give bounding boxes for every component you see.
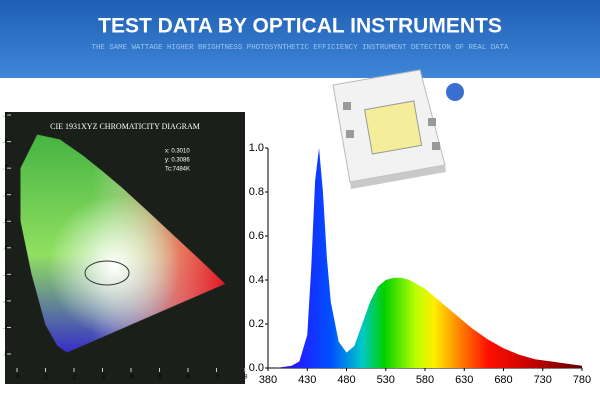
x-tick-label: 430 [298, 374, 316, 386]
y-tick-label: 0.4 [249, 274, 264, 286]
cie-y-tick-label: .9 [3, 113, 9, 119]
y-tick-label: 0.0 [249, 362, 264, 374]
cie-y-tick-label: .5 [3, 219, 9, 225]
cie-y-tick-label: .7 [3, 166, 9, 172]
cie-axes: x: 0.3010 y: 0.3086 Tc:7484K .0 .1 .2 .3 .4 .5 .6… [3, 113, 248, 381]
cie-title: CIE 1931XYZ CHROMATICITY DIAGRAM [50, 122, 200, 131]
cie-x-tick-label: .7 [214, 375, 220, 381]
x-tick-label: 530 [377, 374, 395, 386]
cie-reading: y: 0.3086 [165, 158, 190, 164]
cie-y-tick-label: .2 [3, 298, 9, 304]
x-tick-label: 730 [534, 374, 552, 386]
cie-reading: Tc:7484K [165, 167, 190, 173]
title: TEST DATA BY OPTICAL INSTRUMENTS [98, 15, 502, 38]
cie-x-tick-label: .8 [242, 375, 248, 381]
cie-y-tick-label: .4 [3, 245, 9, 251]
cie-x-tick-label: .3 [100, 375, 106, 381]
subtitle: THE SAME WATTAGE HIGHER BRIGHTNESS PHOTO… [92, 44, 509, 52]
x-tick-label: 480 [337, 374, 355, 386]
cie-reading: x: 0.3010 [165, 149, 190, 155]
cie-y-tick-label: .1 [3, 325, 9, 331]
y-tick-label: 0.6 [249, 230, 264, 242]
cie-x-tick-label: .2 [71, 375, 77, 381]
spectral-locus [19, 133, 227, 354]
y-tick-label: 0.2 [249, 318, 264, 330]
x-tick-label: 680 [494, 374, 512, 386]
cie-x-tick-label: .6 [185, 375, 191, 381]
planckian-ellipse [84, 260, 130, 286]
x-tick-label: 630 [455, 374, 473, 386]
led-module [332, 69, 464, 189]
y-tick-label: 1.0 [249, 142, 264, 154]
x-tick-label: 580 [416, 374, 434, 386]
cie-y-tick-label: .0 [3, 352, 9, 358]
x-tick-label: 380 [259, 374, 277, 386]
cie-y-tick-label: .8 [3, 139, 9, 145]
cie-y-tick-label: .3 [3, 272, 9, 278]
cie-y-tick-label: .6 [3, 192, 9, 198]
spectrum-chart: 0.0 0.2 0.4 0.6 0.8 1.0 380 430 480 530 580 630 680 7… [249, 142, 591, 386]
header-band [0, 0, 600, 78]
spectrum-area [268, 148, 582, 368]
x-tick-label: 780 [573, 374, 591, 386]
cie-x-tick-label: .4 [128, 375, 134, 381]
cie-x-tick-label: .0 [14, 375, 20, 381]
cie-x-tick-label: .1 [43, 375, 49, 381]
y-tick-label: 0.8 [249, 186, 264, 198]
cie-x-tick-label: .5 [157, 375, 163, 381]
